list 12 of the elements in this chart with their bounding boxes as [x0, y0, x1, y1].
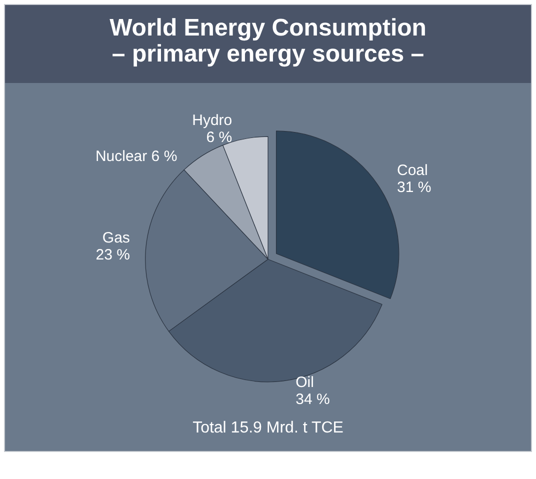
- text: Total 15.9 Mrd. t TCE: [192, 420, 344, 436]
- slice-label: Gas: [102, 230, 130, 247]
- data-label: 31 %: [396, 179, 432, 196]
- data-label: 23 %: [96, 246, 130, 264]
- slice-label: Coal: [396, 162, 428, 180]
- chart-subtitle: – primary energy sources –: [112, 40, 424, 68]
- slice-label: Oil: [296, 374, 314, 391]
- slice-label: Hydro: [192, 112, 232, 129]
- data-label: 6 %: [206, 128, 232, 146]
- slice-label: Nuclear 6 %: [95, 148, 178, 165]
- data-label: 34 %: [296, 390, 330, 408]
- chart-title: World Energy Consumption: [110, 14, 426, 42]
